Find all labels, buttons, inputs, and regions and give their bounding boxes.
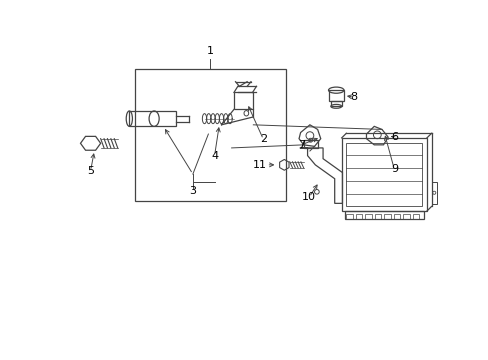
Bar <box>346 214 352 219</box>
Bar <box>233 93 252 109</box>
Bar <box>346 143 422 206</box>
Bar <box>365 214 371 219</box>
Bar <box>355 214 362 219</box>
Bar <box>384 214 390 219</box>
Bar <box>374 214 381 219</box>
Text: 8: 8 <box>350 92 357 102</box>
Bar <box>344 211 423 219</box>
Bar <box>328 90 343 101</box>
Text: 11: 11 <box>252 160 266 170</box>
Text: 3: 3 <box>189 186 196 196</box>
Text: 9: 9 <box>390 165 397 175</box>
Bar <box>412 214 419 219</box>
Bar <box>341 138 426 211</box>
Bar <box>431 182 436 204</box>
Bar <box>330 101 341 106</box>
Bar <box>135 69 285 201</box>
Bar <box>393 214 400 219</box>
Text: 2: 2 <box>259 134 266 144</box>
Text: 10: 10 <box>302 192 315 202</box>
Text: 5: 5 <box>87 166 94 176</box>
Text: 4: 4 <box>211 150 218 161</box>
Text: 7: 7 <box>297 140 305 150</box>
Text: 6: 6 <box>390 132 397 142</box>
Bar <box>303 140 317 148</box>
Text: 1: 1 <box>206 46 213 56</box>
Bar <box>403 214 409 219</box>
